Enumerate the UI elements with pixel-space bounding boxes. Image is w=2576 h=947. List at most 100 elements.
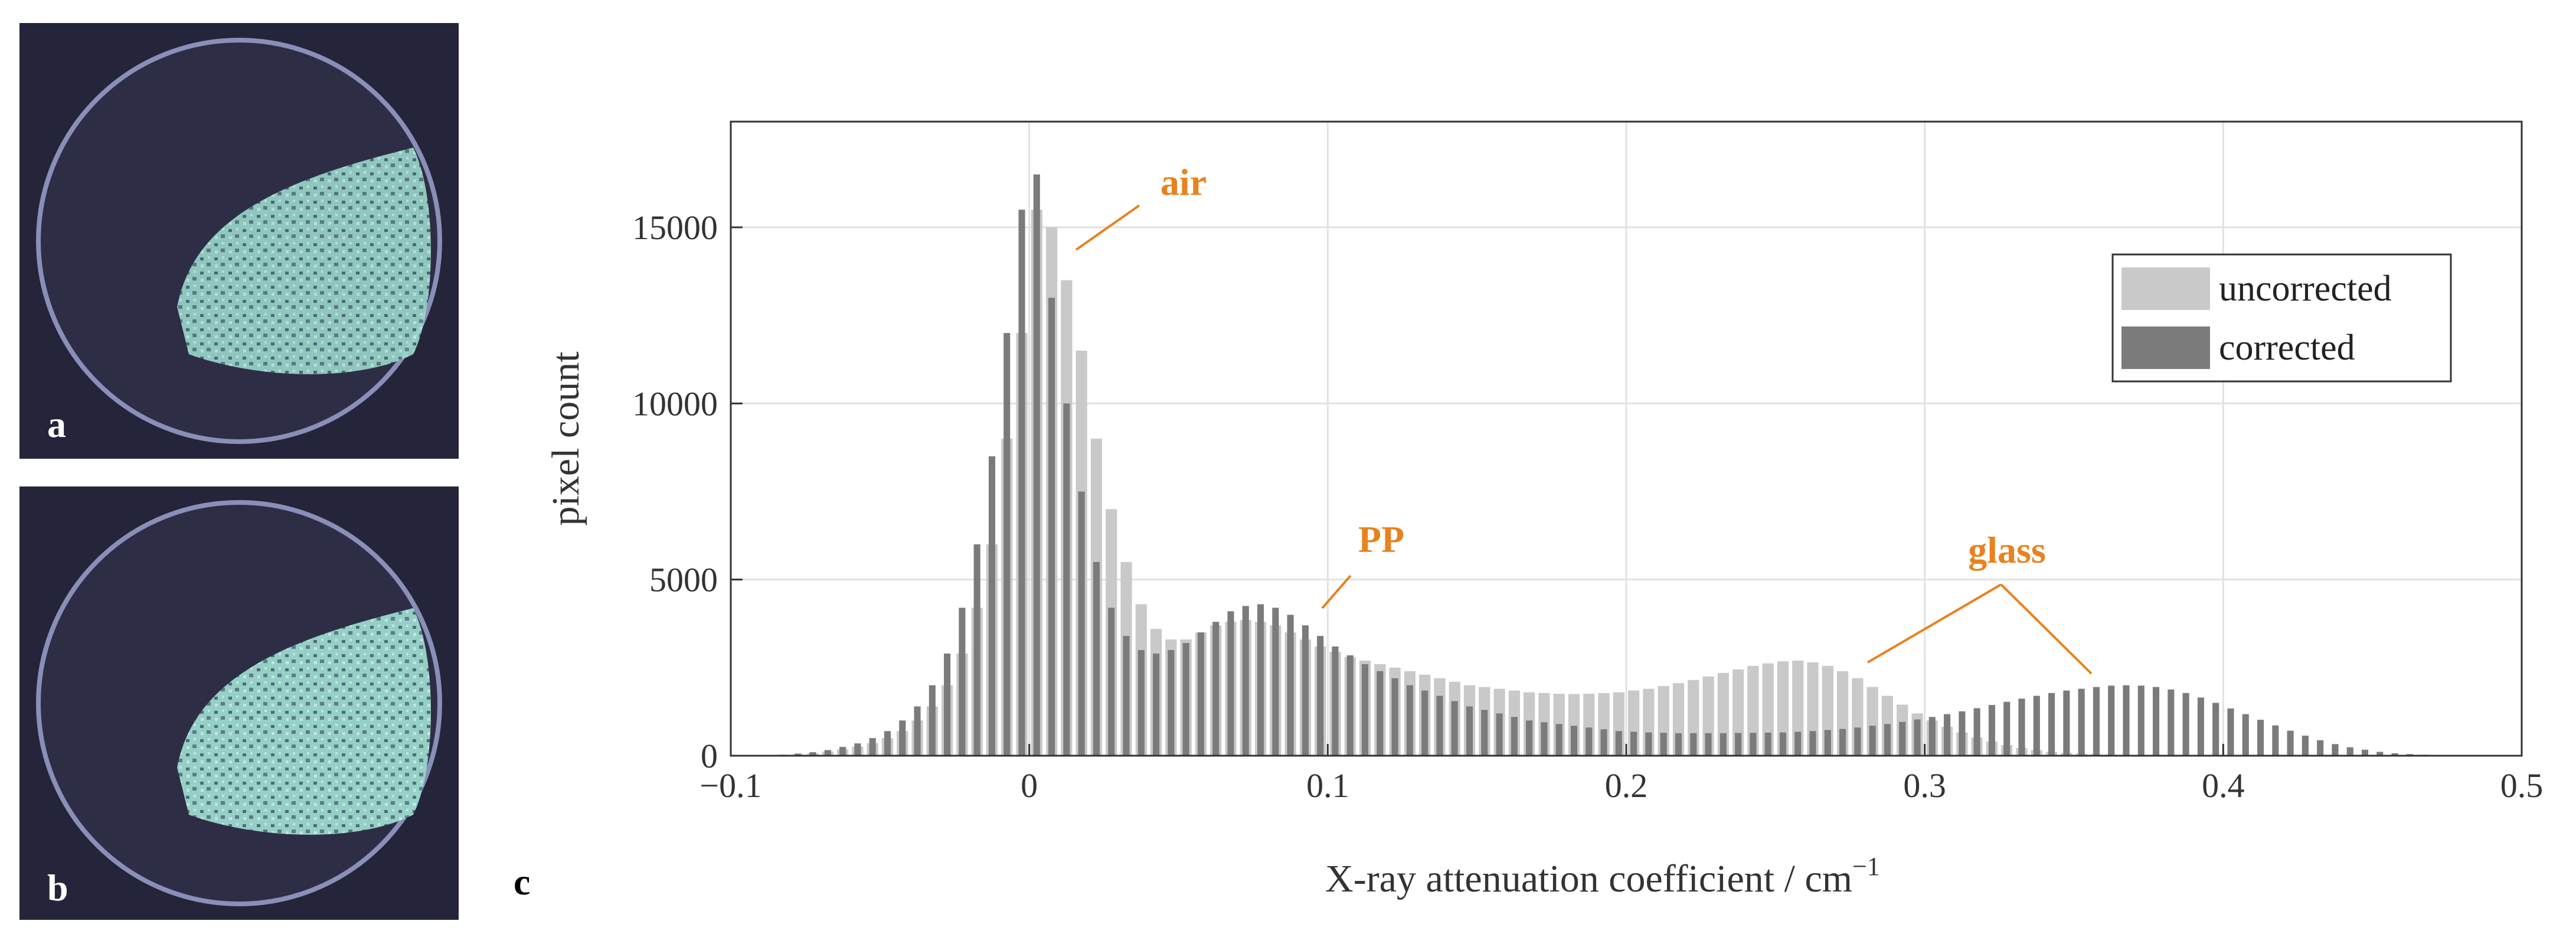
histogram-bar bbox=[973, 544, 980, 756]
histogram-bar bbox=[824, 750, 831, 756]
histogram-bar bbox=[1421, 690, 1428, 756]
y-tick-label: 5000 bbox=[649, 561, 718, 599]
x-axis-label: X-ray attenuation coefficient / cm−1 bbox=[1325, 852, 1880, 900]
histogram-bar bbox=[1168, 650, 1175, 756]
histogram-bar bbox=[1137, 650, 1145, 756]
histogram-bar bbox=[1660, 733, 1667, 756]
histogram-bar bbox=[1777, 661, 1789, 756]
histogram-bar bbox=[1555, 724, 1562, 756]
histogram-bar bbox=[1018, 210, 1025, 756]
legend-label: corrected bbox=[2219, 328, 2355, 368]
annotation-pointer bbox=[1075, 204, 1140, 251]
annotation: air bbox=[1160, 161, 1207, 203]
histogram-bar bbox=[2376, 752, 2384, 756]
histogram-bar bbox=[944, 653, 951, 756]
histogram-bar bbox=[1854, 727, 1861, 756]
y-axis-label: pixel count bbox=[544, 351, 587, 525]
x-tick-label: 0.4 bbox=[2202, 766, 2245, 805]
image-a: a bbox=[19, 23, 459, 459]
histogram-bar bbox=[2182, 693, 2189, 756]
histogram-bar bbox=[795, 753, 802, 756]
histogram-bar bbox=[1197, 632, 1204, 756]
histogram-bar bbox=[1287, 615, 1294, 756]
histogram-bar bbox=[2391, 753, 2398, 756]
histogram-bar bbox=[1063, 403, 1070, 756]
histogram-bar bbox=[1227, 611, 1234, 756]
histogram-bar bbox=[1317, 636, 1324, 756]
panel-label: b bbox=[47, 867, 68, 909]
histogram-bar bbox=[1182, 643, 1189, 756]
y-tick-label: 10000 bbox=[632, 384, 718, 423]
histogram-bar bbox=[1496, 713, 1503, 756]
histogram-bar bbox=[2227, 708, 2234, 756]
histogram-bar bbox=[1078, 491, 1085, 756]
histogram-bar bbox=[1302, 625, 1309, 756]
histogram-bar bbox=[2272, 725, 2279, 756]
histogram-bar bbox=[1705, 733, 1712, 756]
histogram-bar bbox=[1451, 701, 1458, 756]
histogram-bar bbox=[1332, 646, 1339, 756]
histogram-bar bbox=[1869, 726, 1876, 756]
histogram-bar bbox=[1391, 678, 1398, 756]
annotation: glass bbox=[1968, 529, 2046, 571]
histogram-bar bbox=[1361, 664, 1369, 756]
histogram-bar bbox=[1586, 727, 1593, 756]
histogram-bar bbox=[2361, 749, 2369, 756]
histogram-bar bbox=[2257, 720, 2264, 756]
legend-label: uncorrected bbox=[2219, 269, 2392, 309]
histogram-bar bbox=[988, 456, 996, 756]
histogram-bar bbox=[884, 731, 891, 756]
x-axis-label-superscript: −1 bbox=[1852, 852, 1880, 881]
histogram-bar bbox=[2018, 698, 2025, 756]
x-axis-label-text: X-ray attenuation coefficient / cm bbox=[1325, 857, 1852, 900]
histogram-bar bbox=[1242, 606, 1249, 756]
x-tick-label: 0.1 bbox=[1306, 766, 1349, 805]
histogram-bar bbox=[1377, 671, 1384, 756]
histogram-bar bbox=[1988, 705, 1996, 756]
histogram-bar bbox=[1914, 719, 1921, 756]
histogram-bar bbox=[1123, 636, 1130, 756]
histogram-bar bbox=[1108, 608, 1115, 756]
histogram-bar bbox=[2346, 747, 2353, 756]
legend-swatch bbox=[2121, 267, 2210, 310]
histogram-bar bbox=[1615, 731, 1622, 756]
panel-label: a bbox=[47, 403, 66, 445]
histogram-bar bbox=[1481, 710, 1488, 756]
histogram-bar bbox=[1809, 731, 1816, 756]
histogram-bar bbox=[1928, 717, 1936, 756]
histogram-bar bbox=[2168, 689, 2175, 756]
histogram-bar bbox=[1212, 622, 1220, 756]
histogram-bar bbox=[1153, 653, 1160, 756]
y-tick-label: 15000 bbox=[632, 208, 718, 247]
histogram-bar bbox=[1645, 732, 1652, 756]
histogram-bar bbox=[929, 685, 936, 756]
histogram-bar bbox=[2108, 685, 2115, 756]
histogram-bar bbox=[1346, 655, 1354, 756]
legend-swatch bbox=[2121, 326, 2210, 369]
histogram-bar bbox=[2033, 695, 2040, 756]
annotation-pointer bbox=[1866, 583, 2002, 664]
histogram-bar bbox=[1466, 706, 1473, 756]
panel-label: c bbox=[514, 861, 530, 903]
histogram-bar bbox=[1600, 729, 1607, 756]
x-tick-label: 0 bbox=[1021, 766, 1038, 805]
histogram-bar bbox=[1048, 298, 1055, 756]
histogram-bar bbox=[1750, 733, 1757, 756]
histogram-bar bbox=[2317, 740, 2324, 756]
histogram-bar bbox=[1973, 708, 1980, 756]
annotation: PP bbox=[1358, 518, 1404, 560]
histogram-bar bbox=[1511, 717, 1518, 756]
histogram-bar bbox=[1003, 333, 1011, 756]
histogram-bar bbox=[1884, 724, 1891, 756]
annotation-pointer bbox=[2000, 583, 2093, 675]
histogram-bar bbox=[2242, 714, 2249, 756]
x-tick-label: −0.1 bbox=[699, 766, 761, 805]
histogram-bar bbox=[914, 706, 921, 756]
histogram-bar bbox=[2093, 687, 2100, 756]
histogram-bar bbox=[1899, 721, 1906, 756]
histogram-bar bbox=[1570, 726, 1578, 756]
histogram-bar bbox=[1719, 733, 1727, 756]
annotation-pointer bbox=[1321, 574, 1352, 609]
image-b: b bbox=[19, 486, 459, 920]
